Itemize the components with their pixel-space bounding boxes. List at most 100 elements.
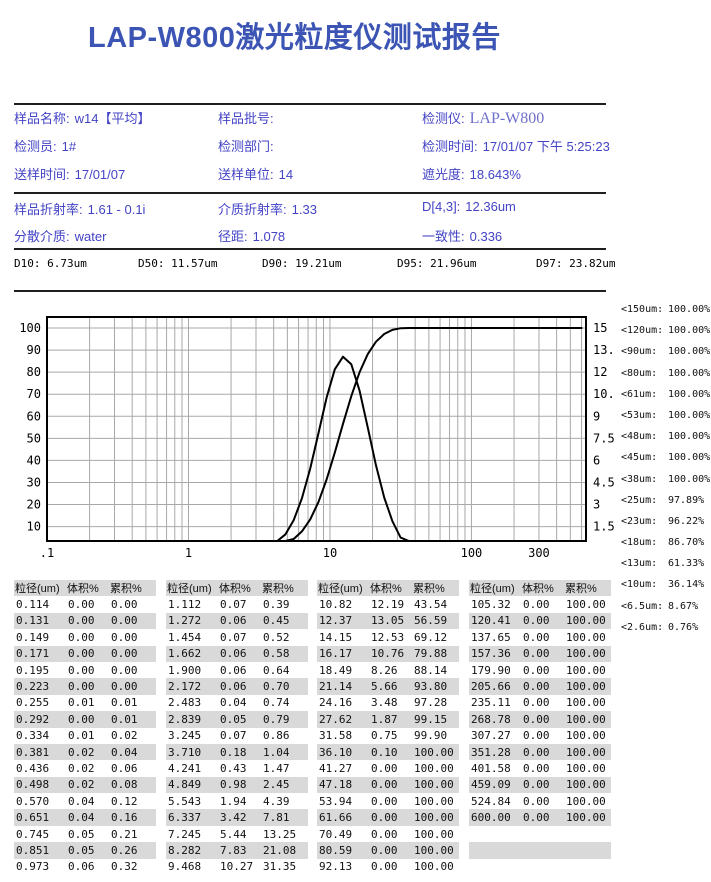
table-row: 137.65 0.00 100.00 <box>469 629 611 645</box>
cell-cumulative: 100.00 <box>566 598 606 612</box>
table-row: 1.272 0.06 0.45 <box>166 612 308 630</box>
y-right-tick-label: 7.5 <box>593 431 614 445</box>
percentile-size: <10um: <box>621 579 658 591</box>
cell-diameter: 0.292 <box>16 712 50 726</box>
cell-diameter: 235.11 <box>471 696 511 710</box>
cell-diameter: 10.82 <box>319 598 353 612</box>
cell-diameter: 4.849 <box>168 778 202 792</box>
field-value: 14 <box>278 167 294 182</box>
y-left-tick-label: 20 <box>27 498 41 512</box>
field-label: 检测仪: <box>422 111 465 126</box>
cell-cumulative: 99.15 <box>414 712 448 726</box>
cell-diameter: 2.172 <box>168 680 202 694</box>
field-label: 样品折射率: <box>14 202 83 217</box>
y-right-tick-label: 3 <box>593 498 600 512</box>
cell-volume: 13.05 <box>371 614 405 628</box>
percentile-item: <6.5um: 8.67% <box>621 601 711 622</box>
y-right-tick-label: 1.5 <box>593 520 614 534</box>
percentile-item: <80um: 100.00% <box>621 368 711 389</box>
cell-volume: 0.01 <box>68 729 95 743</box>
field-label: 介质折射率: <box>218 202 287 217</box>
cell-cumulative: 7.81 <box>263 811 290 825</box>
percentile-size: <120um: <box>621 325 664 337</box>
field-label: D[4,3]: <box>422 199 461 214</box>
cell-volume: 0.00 <box>523 680 550 694</box>
cell-diameter: 3.710 <box>168 745 202 759</box>
table-row: 1.112 0.07 0.39 <box>166 596 308 612</box>
cell-diameter: 0.745 <box>16 827 50 841</box>
cell-diameter: 0.381 <box>16 745 50 759</box>
cell-volume: 0.00 <box>523 598 550 612</box>
table-row: 205.66 0.00 100.00 <box>469 678 611 695</box>
table-row: 6.337 3.42 7.81 <box>166 809 308 826</box>
cell-diameter: 1.900 <box>168 663 202 677</box>
field-value: LAP-W800 <box>469 110 545 127</box>
field-inspector: 检测员: 1# <box>14 136 76 155</box>
cell-cumulative: 0.00 <box>111 598 138 612</box>
cell-volume: 0.04 <box>68 794 95 808</box>
cell-volume: 0.00 <box>68 663 95 677</box>
divider-chart <box>14 290 606 292</box>
cell-diameter: 179.90 <box>471 663 511 677</box>
cell-volume: 0.00 <box>523 794 550 808</box>
y-left-tick-label: 50 <box>27 431 41 445</box>
table-row: 24.16 3.48 97.28 <box>317 695 459 711</box>
field-department: 检测部门: <box>218 136 279 155</box>
table-header-cell: 体积% <box>522 583 554 596</box>
cell-diameter: 0.334 <box>16 729 50 743</box>
cell-diameter: 600.00 <box>471 811 511 825</box>
percentile-value: 97.89% <box>668 494 705 506</box>
table-row: 21.14 5.66 93.80 <box>317 678 459 695</box>
percentile-size: <53um: <box>621 409 658 421</box>
cell-volume: 0.98 <box>220 778 247 792</box>
cell-cumulative: 0.00 <box>111 663 138 677</box>
table-row: 2.839 0.05 0.79 <box>166 711 308 728</box>
cell-volume: 0.06 <box>68 860 95 874</box>
field-value: 1# <box>61 139 77 154</box>
field-value: w14【平均】 <box>74 111 151 126</box>
cell-cumulative: 100.00 <box>414 827 454 841</box>
table-row: 401.58 0.00 100.00 <box>469 760 611 776</box>
table-row: 4.849 0.98 2.45 <box>166 776 308 794</box>
percentile-item: <25um: 97.89% <box>621 495 711 516</box>
cell-diameter: 268.78 <box>471 712 511 726</box>
d-value-d90: D90: 19.21um <box>262 257 342 270</box>
table-row: 0.292 0.00 0.01 <box>14 711 156 728</box>
cell-diameter: 351.28 <box>471 745 511 759</box>
cell-volume: 12.53 <box>371 630 405 644</box>
table-row: 18.49 8.26 88.14 <box>317 662 459 678</box>
cell-volume: 0.00 <box>371 761 398 775</box>
cell-volume: 1.87 <box>371 712 398 726</box>
cell-cumulative: 100.00 <box>414 794 454 808</box>
cell-volume: 0.06 <box>220 663 247 677</box>
cell-diameter: 401.58 <box>471 761 511 775</box>
y-left-tick-label: 60 <box>27 409 41 423</box>
field-value: 1.078 <box>252 229 286 244</box>
table-row <box>469 859 611 875</box>
table-row: 524.84 0.00 100.00 <box>469 793 611 809</box>
table-row: 0.114 0.00 0.00 <box>14 596 156 612</box>
field-obscuration: 遮光度: 18.643% <box>422 164 521 183</box>
table-row <box>469 826 611 842</box>
y-right-tick-label: 15 <box>593 321 607 335</box>
table-row: 70.49 0.00 100.00 <box>317 826 459 842</box>
plot-frame <box>46 316 587 542</box>
cell-volume: 0.00 <box>523 729 550 743</box>
percentile-value: 100.00% <box>668 325 711 337</box>
cell-cumulative: 0.06 <box>111 761 138 775</box>
cell-diameter: 8.282 <box>168 843 202 857</box>
cell-cumulative: 0.52 <box>263 630 290 644</box>
d-values-row: D10: 6.73um D50: 11.57um D90: 19.21um D95: … <box>0 257 711 273</box>
cell-cumulative: 0.21 <box>111 827 138 841</box>
cell-cumulative: 21.08 <box>263 843 297 857</box>
cell-diameter: 36.10 <box>319 745 353 759</box>
percentile-value: 100.00% <box>668 388 711 400</box>
cell-volume: 0.00 <box>523 745 550 759</box>
field-label: 分散介质: <box>14 229 70 244</box>
percentile-size: <45um: <box>621 452 658 464</box>
cell-diameter: 24.16 <box>319 696 353 710</box>
percentile-size: <90um: <box>621 346 658 358</box>
cell-cumulative: 0.86 <box>263 729 290 743</box>
cell-cumulative: 31.35 <box>263 860 297 874</box>
